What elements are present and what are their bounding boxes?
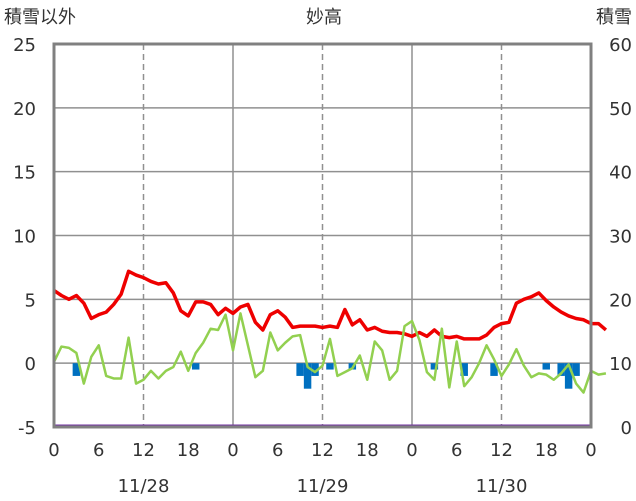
left-tick-label: 10 xyxy=(13,227,36,248)
red-series-line xyxy=(53,269,608,341)
x-tick-label: 18 xyxy=(535,440,558,461)
bar xyxy=(490,363,498,376)
x-tick-label: 6 xyxy=(451,440,462,461)
right-axis-title: 積雪 xyxy=(596,7,632,28)
x-tick-label: 6 xyxy=(93,440,104,461)
bar xyxy=(572,363,580,376)
left-tick-label: 20 xyxy=(13,99,36,120)
bar xyxy=(564,363,573,389)
day-label: 11/28 xyxy=(118,476,170,497)
x-tick-label: 12 xyxy=(490,440,513,461)
bar xyxy=(542,363,550,370)
bar xyxy=(460,363,468,376)
right-tick-label: 30 xyxy=(609,227,632,248)
bar xyxy=(557,363,565,376)
left-axis-title: 積雪以外 xyxy=(4,7,76,28)
green-series-line xyxy=(52,312,607,394)
x-tick-label: 0 xyxy=(406,440,417,461)
day-label: 11/30 xyxy=(476,476,528,497)
chart-title: 妙高 xyxy=(306,7,342,28)
left-tick-label: 25 xyxy=(13,35,36,56)
plot-frame xyxy=(52,42,593,429)
bar xyxy=(311,363,319,376)
x-tick-label: 12 xyxy=(132,440,155,461)
bar xyxy=(326,363,334,370)
right-tick-label: 60 xyxy=(609,35,632,56)
left-tick-label: 15 xyxy=(13,163,36,184)
left-tick-label: -5 xyxy=(18,418,36,439)
right-tick-label: 40 xyxy=(609,163,632,184)
left-tick-label: 0 xyxy=(25,354,36,375)
line-series xyxy=(52,269,608,428)
x-tick-label: 0 xyxy=(585,440,596,461)
x-tick-label: 18 xyxy=(177,440,200,461)
bar xyxy=(72,363,81,376)
left-tick-label: 5 xyxy=(25,290,36,311)
bar xyxy=(296,363,304,376)
x-tick-label: 12 xyxy=(311,440,334,461)
right-tick-label: 0 xyxy=(621,418,632,439)
bar xyxy=(430,363,439,370)
bar xyxy=(303,363,312,389)
bar xyxy=(191,363,200,370)
right-tick-label: 50 xyxy=(609,99,632,120)
x-tick-label: 18 xyxy=(356,440,379,461)
day-label: 11/29 xyxy=(297,476,349,497)
x-tick-label: 0 xyxy=(48,440,59,461)
right-tick-label: 20 xyxy=(609,290,632,311)
bar-series xyxy=(72,363,580,389)
right-tick-label: 10 xyxy=(609,354,632,375)
x-tick-label: 6 xyxy=(272,440,283,461)
x-tick-label: 0 xyxy=(227,440,238,461)
